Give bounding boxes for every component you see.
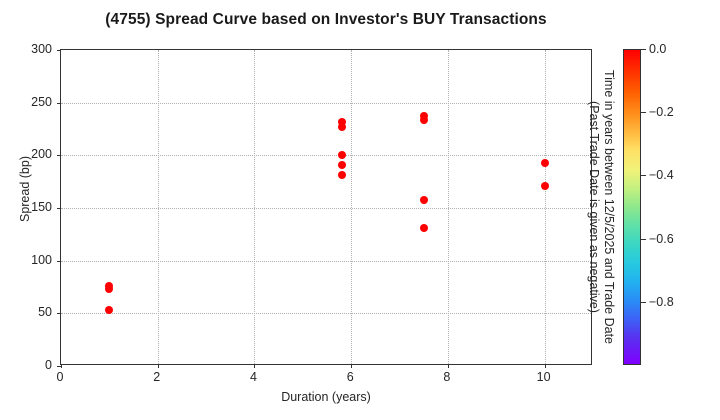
x-gridline [157,50,159,364]
x-tick-label: 8 [443,370,451,384]
y-tick-label: 200 [31,147,52,162]
colorbar: 0.0 −0.2 −0.4 −0.6 −0.8 [623,42,674,365]
colorbar-tick-label: −0.8 [649,294,674,309]
y-tick-label: 300 [31,42,52,56]
colorbar-tick-mark [641,49,646,50]
chart-title: (4755) Spread Curve based on Investor's … [105,11,547,28]
y-tick-label: 0 [45,358,52,372]
colorbar-title-line-2: (Past Trade Date is given as negative) [586,101,601,313]
plot-area [57,49,592,368]
x-gridline [544,50,546,364]
colorbar-tick-label: 0.0 [649,42,667,56]
colorbar-tick-mark [641,175,646,177]
scatter-point [337,171,346,180]
scatter-point [105,306,114,315]
scatter-point [540,181,549,190]
colorbar-tick-mark [641,112,646,114]
colorbar-tick-mark [641,301,646,303]
y-tick-mark [57,102,61,104]
colorbar-tick-label: −0.6 [649,231,674,246]
colorbar-tick-label: −0.2 [649,105,674,120]
y-tick-mark [57,366,61,367]
y-gridline [61,313,591,315]
x-tick-mark [351,364,353,368]
scatter-point [540,158,549,167]
y-gridline [61,260,591,262]
x-gridline [447,50,449,364]
scatter-point [337,151,346,160]
colorbar-tick-mark [641,238,646,240]
x-tick-mark [544,364,546,368]
y-tick-mark [57,155,61,157]
y-gridline [61,102,591,104]
y-tick-mark [57,50,61,51]
x-tick-label: 6 [346,370,354,384]
colorbar-title: Time in years between 12/5/2025 and Trad… [516,49,616,365]
y-tick-mark [57,313,61,315]
x-tick-label: 0 [56,370,64,384]
scatter-point [419,195,428,204]
x-tick-label: 2 [153,370,161,384]
scatter-point [105,285,114,294]
colorbar-title-line-1: Time in years between 12/5/2025 and Trad… [602,69,616,344]
y-tick-label: 250 [31,94,52,109]
scatter-point [337,122,346,131]
scatter-point [419,224,428,232]
scatter-point [419,115,428,124]
x-gridline [351,50,353,364]
scatter-point [337,160,346,169]
y-tick-mark [57,260,61,262]
x-tick-mark [157,364,159,368]
x-axis-label: Duration (years) [281,390,371,404]
scatter-point [337,117,346,126]
y-tick-label: 150 [31,200,52,214]
y-tick-mark [57,208,61,209]
x-tick-mark [61,364,62,368]
colorbar-gradient [623,49,641,365]
colorbar-tick-label: −0.4 [649,168,674,183]
y-gridline [61,155,591,157]
x-tick-mark [254,364,256,368]
y-gridline [61,208,591,209]
x-tick-mark [447,364,449,368]
y-tick-label: 50 [38,305,52,320]
x-tick-label: 4 [249,370,257,384]
y-axis-label: Spread (bp) [18,156,32,223]
x-gridline [254,50,256,364]
y-tick-label: 100 [31,252,52,267]
x-tick-label: 10 [536,370,551,384]
